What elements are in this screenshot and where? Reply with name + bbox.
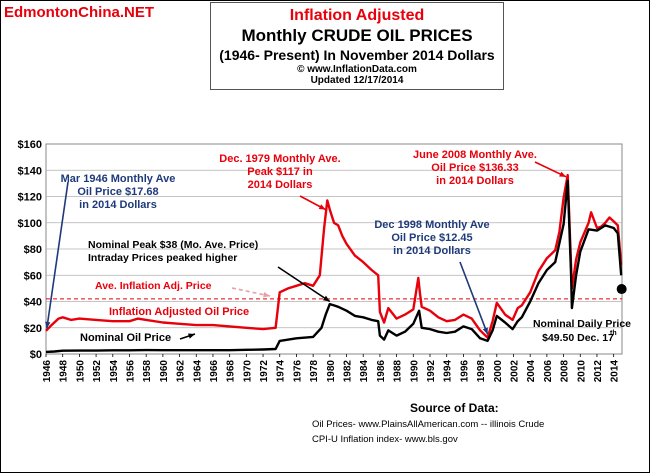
arrow-nominal-line-head [188, 333, 195, 339]
series-inflation-adjusted [45, 173, 623, 339]
y-tick-label: $80 [24, 244, 42, 256]
annotation-daily-price: Nominal Daily Price [533, 318, 631, 330]
arrow-nominal-peak [277, 266, 331, 303]
chart-title-line1: Inflation Adjusted [289, 7, 425, 24]
source-line-oil: Oil Prices- www.PlainsAllAmerican.com --… [312, 419, 545, 430]
annotation-nominal-peak: Intraday Prices peaked higher [88, 252, 237, 264]
source-heading: Source of Data: [410, 401, 499, 415]
x-tick-label: 1990 [409, 360, 420, 383]
y-tick-label: $60 [24, 270, 42, 282]
x-tick-label: 2000 [493, 360, 504, 383]
y-tick-label: $160 [18, 139, 42, 151]
x-tick-label: 1984 [359, 360, 370, 383]
x-tick-label: 1982 [343, 360, 354, 383]
x-tick-label: 2008 [560, 360, 571, 383]
annotation-inflation-line: Inflation Adjusted Oil Price [109, 306, 249, 318]
watermark: EdmontonChina.NET [4, 4, 154, 21]
series-nominal [45, 179, 623, 354]
annotation-dec1998: Dec 1998 Monthly Ave [374, 219, 489, 231]
x-tick-label: 1958 [142, 360, 153, 383]
arrow-mar1946-head [45, 321, 51, 329]
annotation-nominal-line: Nominal Oil Price [80, 332, 171, 344]
y-tick-label: $20 [24, 323, 42, 335]
annotation-dec1979: 2014 Dollars [248, 179, 313, 191]
annotation-dec1979: Peak $117 in [247, 166, 313, 178]
x-tick-label: 1962 [176, 360, 187, 383]
arrow-jun2008-head [559, 171, 567, 177]
annotation-dec1998: in 2014 Dollars [393, 245, 471, 257]
annotation-mar1946: Mar 1946 Monthly Ave [61, 173, 176, 185]
x-tick-label: 1950 [75, 360, 86, 383]
x-tick-label: 1974 [276, 360, 287, 383]
chart-copyright: © www.InflationData.com [297, 64, 417, 75]
daily-price-point [616, 284, 627, 295]
arrow-nominal-peak-head [322, 295, 330, 302]
x-tick-label: 1986 [376, 360, 387, 383]
arrow-dec1998-head [482, 327, 488, 335]
y-tick-label: $100 [18, 218, 42, 230]
y-tick-label: $40 [24, 297, 42, 309]
annotation-daily-sup: th [610, 330, 617, 337]
chart-updated: Updated 12/17/2014 [310, 75, 404, 86]
x-tick-label: 2002 [509, 360, 520, 383]
arrow-ave-inflation-head [263, 292, 270, 298]
annotation-jun2008: in 2014 Dollars [436, 175, 514, 187]
x-tick-label: 2012 [593, 360, 604, 383]
chart-title-line3: (1946- Present) In November 2014 Dollars [219, 47, 495, 63]
x-tick-label: 2006 [543, 360, 554, 383]
y-tick-label: $120 [18, 192, 42, 204]
arrow-mar1946 [46, 181, 69, 329]
x-tick-label: 1946 [42, 360, 53, 383]
x-tick-label: 1966 [209, 360, 220, 383]
chart-title-line2: Monthly CRUDE OIL PRICES [241, 26, 473, 45]
y-tick-label: $140 [18, 165, 42, 177]
x-tick-label: 2010 [576, 360, 587, 383]
x-tick-label: 1968 [226, 360, 237, 383]
x-tick-label: 1960 [159, 360, 170, 383]
x-tick-label: 1956 [125, 360, 136, 383]
x-tick-label: 2014 [610, 360, 621, 383]
x-tick-label: 1952 [92, 360, 103, 383]
annotation-jun2008: June 2008 Monthly Ave. [413, 149, 537, 161]
x-tick-label: 2004 [526, 360, 537, 383]
x-tick-label: 1964 [192, 360, 203, 383]
annotation-dec1998: Oil Price $12.45 [391, 232, 472, 244]
x-tick-label: 1954 [109, 360, 120, 383]
y-tick-label: $0 [30, 349, 42, 361]
x-tick-label: 1978 [309, 360, 320, 383]
x-tick-label: 1994 [443, 360, 454, 383]
source-line-cpi: CPI-U Inflation index- www.bls.gov [312, 434, 458, 445]
annotation-jun2008: Oil Price $136.33 [431, 162, 518, 174]
x-tick-label: 1970 [242, 360, 253, 383]
annotation-ave-inflation: Ave. Inflation Adj. Price [95, 280, 212, 292]
x-tick-label: 1998 [476, 360, 487, 383]
x-tick-label: 1976 [292, 360, 303, 383]
x-tick-label: 1980 [326, 360, 337, 383]
arrow-dec1979-head [318, 204, 326, 210]
annotation-daily-price: $49.50 Dec. 17 [542, 332, 614, 344]
x-tick-label: 1948 [59, 360, 70, 383]
x-tick-label: 1996 [459, 360, 470, 383]
annotation-mar1946: in 2014 Dollars [79, 199, 157, 211]
x-tick-label: 1972 [259, 360, 270, 383]
title-box: Inflation Adjusted Monthly CRUDE OIL PRI… [210, 2, 504, 90]
annotation-mar1946: Oil Price $17.68 [77, 186, 158, 198]
x-tick-label: 1988 [393, 360, 404, 383]
annotation-nominal-peak: Nominal Peak $38 (Mo. Ave. Price) [88, 239, 258, 251]
x-tick-label: 1992 [426, 360, 437, 383]
annotation-dec1979: Dec. 1979 Monthly Ave. [219, 153, 340, 165]
arrow-dec1998 [459, 261, 489, 335]
